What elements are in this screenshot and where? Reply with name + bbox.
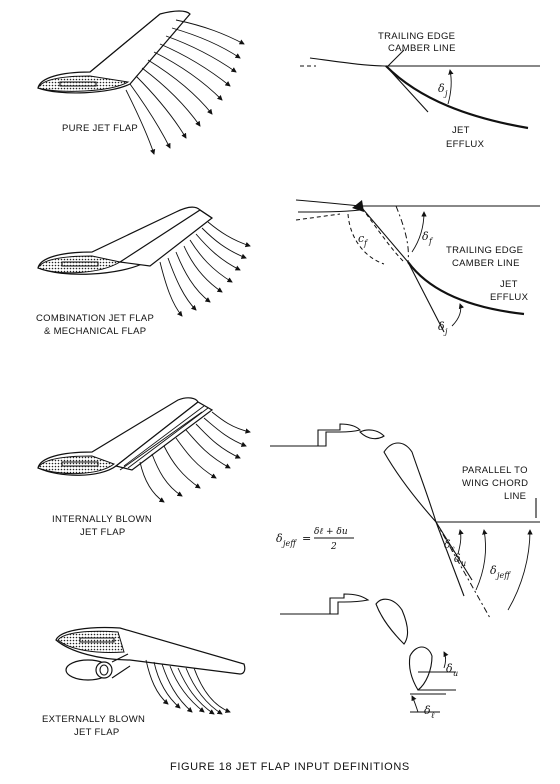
ext-delta-l-sub: ℓ — [431, 711, 435, 720]
pure-jet-arrows — [125, 19, 245, 155]
ext-delta-u-symbol: δ — [446, 662, 453, 675]
formula: δ jeff = δℓ + δu 2 — [276, 527, 354, 552]
parallel-label-2: WING CHORD — [462, 478, 528, 489]
combination-wing: COMBINATION JET FLAP & MECHANICAL FLAP — [36, 206, 251, 337]
pure-jet-flap-wing: PURE JET FLAP — [37, 10, 245, 155]
delta-jeff-sub: jeff — [495, 571, 511, 580]
chord-cf-symbol: c — [358, 232, 364, 245]
efflux-label: EFFLUX — [446, 139, 485, 150]
formula-lhs-sub: jeff — [281, 539, 297, 548]
external-definition: δ u δ ℓ — [280, 593, 458, 720]
delta-l-symbol: δ — [444, 538, 451, 551]
combination-jet-arrows — [159, 221, 251, 317]
external-jet-arrows — [145, 659, 231, 715]
delta-u-sub: u — [461, 559, 466, 568]
te-label-2: CAMBER LINE — [452, 258, 520, 269]
te-label-1: TRAILING EDGE — [446, 245, 523, 256]
efflux-label-2: EFFLUX — [490, 292, 529, 303]
delta-u-symbol: δ — [454, 552, 461, 565]
delta-f-sub: f — [428, 237, 434, 246]
internal-jet-arrows — [139, 411, 251, 503]
delta-j2-sub: j — [443, 327, 448, 336]
delta-j-sub: j — [443, 89, 448, 98]
jet-label: JET — [452, 125, 470, 136]
formula-eq: = — [302, 532, 311, 545]
external-label-2: JET FLAP — [74, 727, 120, 738]
jet-label-2: JET — [500, 279, 518, 290]
combination-label-2: & MECHANICAL FLAP — [44, 326, 146, 337]
combination-label-1: COMBINATION JET FLAP — [36, 313, 154, 324]
delta-j2-symbol: δ — [438, 320, 445, 333]
internal-label-2: JET FLAP — [80, 527, 126, 538]
external-wing: EXTERNALLY BLOWN JET FLAP — [42, 626, 246, 738]
internal-label-1: INTERNALLY BLOWN — [52, 514, 152, 525]
internal-wing: INTERNALLY BLOWN JET FLAP — [37, 397, 251, 538]
ext-delta-u-sub: u — [453, 669, 458, 678]
delta-j-symbol: δ — [438, 82, 445, 95]
parallel-label-3: LINE — [504, 491, 526, 502]
internal-definition: PARALLEL TO WING CHORD LINE δ ℓ δ u δ je… — [270, 423, 540, 619]
ext-delta-l-symbol: δ — [424, 704, 431, 717]
delta-f-symbol: δ — [422, 230, 429, 243]
delta-jeff-symbol: δ — [490, 564, 497, 577]
chord-cf-sub: f — [363, 239, 369, 248]
external-label-1: EXTERNALLY BLOWN — [42, 714, 145, 725]
pure-jet-flap-label: PURE JET FLAP — [62, 123, 138, 134]
pure-jet-definition: TRAILING EDGE CAMBER LINE δ j JET EFFLUX — [300, 31, 540, 150]
formula-lhs: δ — [276, 532, 283, 545]
internal-flap-streaks — [119, 405, 209, 471]
formula-denominator: 2 — [330, 542, 337, 552]
trailing-edge-label-1: TRAILING EDGE — [378, 31, 455, 42]
trailing-edge-label-2: CAMBER LINE — [388, 43, 456, 54]
formula-numerator: δℓ + δu — [314, 527, 348, 537]
delta-l-sub: ℓ — [451, 545, 455, 554]
figure-caption: FIGURE 18 JET FLAP INPUT DEFINITIONS — [170, 761, 410, 773]
combination-definition: c f δ f TRAILING EDGE CAMBER LINE JET EF… — [295, 199, 540, 336]
parallel-label-1: PARALLEL TO — [462, 465, 528, 476]
